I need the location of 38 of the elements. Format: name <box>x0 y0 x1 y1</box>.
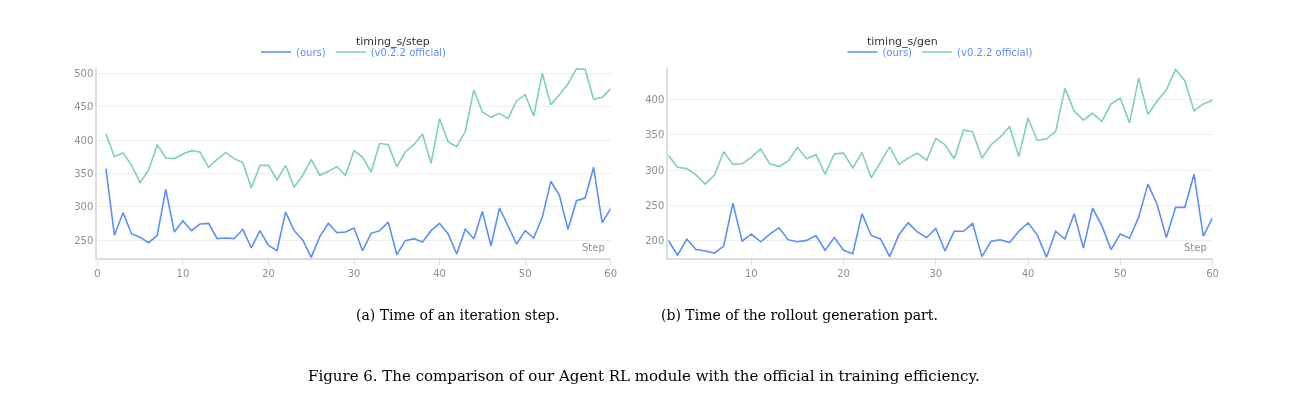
y-tick-label: 350 <box>74 167 94 179</box>
y-tick-label: 300 <box>645 164 665 176</box>
legend-label: (ours) <box>882 46 913 58</box>
y-tick-label: 350 <box>645 129 665 141</box>
caption: Figure 6. The comparison of our Agent RL module with the official in training efficiency. <box>308 367 980 385</box>
line-series <box>105 166 611 258</box>
text: (a) Time of an iteration step. <box>356 307 560 323</box>
legend-label: (v0.2.2 official) <box>957 46 1033 58</box>
x-tick-label: 60 <box>604 268 618 279</box>
x-axis-title: Step <box>582 242 605 253</box>
y-tick-label: 400 <box>645 94 665 106</box>
x-tick-label: 60 <box>1206 268 1219 279</box>
x-tick-label: 50 <box>518 268 532 279</box>
chart-title: timing_s/gen <box>867 35 938 48</box>
x-tick-label: 40 <box>433 268 446 279</box>
y-tick-label: 300 <box>74 201 94 213</box>
x-tick-label: 0 <box>94 268 101 279</box>
y-tick-label: 250 <box>645 199 665 211</box>
x-tick-label: 10 <box>176 268 190 279</box>
y-tick-label: 400 <box>74 134 94 146</box>
x-tick-label: 40 <box>1021 268 1035 279</box>
y-tick-label: 500 <box>74 67 94 79</box>
chart-title: timing_s/step <box>356 35 430 48</box>
x-tick-label: 30 <box>347 268 361 279</box>
y-tick-label: 200 <box>645 234 665 246</box>
x-tick-label: 30 <box>929 268 943 279</box>
text: (b) Time of the rollout generation part. <box>661 307 938 323</box>
x-tick-label: 20 <box>837 268 850 279</box>
line-series <box>105 68 611 189</box>
x-tick-label: 20 <box>262 268 275 279</box>
line-series <box>668 68 1213 185</box>
y-tick-label: 450 <box>74 101 94 113</box>
y-tick-label: 250 <box>74 234 94 246</box>
legend-label: (v0.2.2 official) <box>370 46 447 58</box>
x-tick-label: 10 <box>744 268 758 279</box>
x-tick-label: 50 <box>1113 268 1127 279</box>
x-axis-title: Step <box>1184 242 1207 253</box>
legend-label: (ours) <box>296 46 326 58</box>
